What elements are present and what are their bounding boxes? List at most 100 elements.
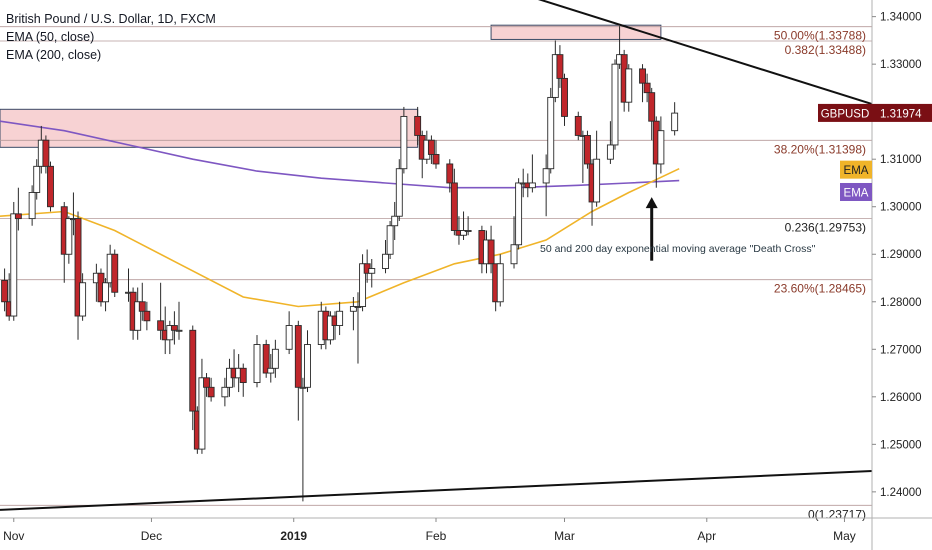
candle-body[interactable] bbox=[143, 310, 151, 322]
candle-body[interactable] bbox=[625, 68, 633, 103]
candle-body[interactable] bbox=[464, 230, 472, 232]
ema50-legend: EMA (50, close) bbox=[6, 30, 95, 44]
candle-body[interactable] bbox=[386, 225, 394, 255]
candle-body[interactable] bbox=[414, 115, 422, 136]
candle-body[interactable] bbox=[253, 344, 261, 384]
candle-body[interactable] bbox=[349, 306, 357, 312]
candle-body[interactable] bbox=[166, 325, 174, 341]
candle-body[interactable] bbox=[189, 329, 197, 412]
candle-body[interactable] bbox=[584, 134, 591, 165]
candle-body[interactable] bbox=[175, 329, 183, 332]
candle-body[interactable] bbox=[354, 306, 362, 308]
time-tick-label: Apr bbox=[697, 529, 716, 543]
candle-body[interactable] bbox=[561, 77, 568, 117]
candle-body[interactable] bbox=[639, 68, 646, 84]
candle-body[interactable] bbox=[111, 253, 119, 293]
candle-body[interactable] bbox=[671, 112, 679, 132]
ema-tag bbox=[840, 182, 872, 201]
symbol-tag bbox=[818, 103, 872, 122]
ema-tag-label: EMA bbox=[844, 187, 869, 199]
candle-body[interactable] bbox=[643, 82, 651, 94]
candle-body[interactable] bbox=[446, 163, 454, 184]
candle-body[interactable] bbox=[203, 377, 210, 388]
fib-level-label: 0(1.23717) bbox=[808, 507, 866, 521]
candle-body[interactable] bbox=[359, 263, 367, 307]
candle-body[interactable] bbox=[262, 344, 270, 374]
candle-body[interactable] bbox=[432, 153, 440, 165]
ema200-legend: EMA (200, close) bbox=[6, 48, 102, 62]
resistance-zone bbox=[490, 24, 662, 40]
price-tick-label: 1.28000 bbox=[880, 297, 922, 309]
candle-body[interactable] bbox=[304, 344, 311, 388]
candle-body[interactable] bbox=[382, 253, 389, 269]
candle-body[interactable] bbox=[606, 144, 614, 160]
candle-body[interactable] bbox=[267, 367, 275, 374]
annotation-arrow-head bbox=[645, 197, 658, 209]
candle-body[interactable] bbox=[593, 158, 601, 203]
candle-body[interactable] bbox=[271, 348, 279, 369]
fib-level-label: 23.60%(1.28465) bbox=[774, 282, 866, 296]
trendline[interactable] bbox=[519, 0, 872, 106]
candle-body[interactable] bbox=[28, 192, 36, 220]
candle-body[interactable] bbox=[170, 325, 178, 331]
candle-body[interactable] bbox=[42, 139, 50, 167]
price-tick-label: 1.29000 bbox=[880, 249, 922, 261]
candle-body[interactable] bbox=[487, 239, 495, 265]
price-tick-label: 1.34000 bbox=[880, 12, 922, 24]
candle-body[interactable] bbox=[33, 165, 41, 193]
candle-body[interactable] bbox=[285, 325, 293, 350]
candle-body[interactable] bbox=[395, 168, 403, 217]
candle-body[interactable] bbox=[10, 213, 18, 317]
candle-body[interactable] bbox=[391, 215, 399, 227]
fib-level-label: 38.20%(1.31398) bbox=[774, 142, 866, 156]
time-tick-label: May bbox=[833, 529, 856, 543]
candle-body[interactable] bbox=[134, 301, 142, 331]
candle-body[interactable] bbox=[547, 96, 555, 170]
candle-body[interactable] bbox=[368, 268, 376, 274]
candle-body[interactable] bbox=[336, 310, 344, 326]
candle-body[interactable] bbox=[542, 168, 550, 184]
candle-body[interactable] bbox=[574, 115, 582, 136]
fib-level-label: 0.382(1.33488) bbox=[785, 43, 866, 57]
annotation-text: 50 and 200 day exponential moving averag… bbox=[540, 243, 816, 255]
candle-body[interactable] bbox=[198, 377, 206, 450]
candle-body[interactable] bbox=[79, 282, 87, 317]
candle-body[interactable] bbox=[556, 54, 564, 79]
candle-body[interactable] bbox=[611, 63, 619, 146]
candle-body[interactable] bbox=[515, 182, 523, 246]
symbol-tag-label: GBPUSD bbox=[821, 108, 870, 120]
candle-body[interactable] bbox=[510, 244, 518, 265]
candle-body[interactable] bbox=[102, 282, 110, 303]
candle-body[interactable] bbox=[138, 301, 146, 312]
candle-body[interactable] bbox=[65, 218, 73, 255]
last-price-tag bbox=[872, 103, 932, 122]
ema200-line bbox=[0, 120, 680, 189]
candle-body[interactable] bbox=[450, 182, 458, 231]
candle-body[interactable] bbox=[221, 386, 229, 398]
candle-body[interactable] bbox=[427, 139, 435, 155]
candle-body[interactable] bbox=[496, 263, 504, 303]
candle-body[interactable] bbox=[400, 115, 408, 170]
candle-body[interactable] bbox=[207, 386, 215, 398]
candle-body[interactable] bbox=[239, 367, 247, 384]
candle-body[interactable] bbox=[157, 320, 165, 331]
ema-tag-label: EMA bbox=[844, 165, 869, 177]
price-tick-label: 1.30000 bbox=[880, 202, 922, 214]
candle-body[interactable] bbox=[47, 165, 54, 208]
candle-body[interactable] bbox=[299, 386, 307, 389]
candle-body[interactable] bbox=[657, 130, 665, 165]
candle-body[interactable] bbox=[648, 92, 656, 122]
candle-body[interactable] bbox=[1, 279, 9, 303]
candle-body[interactable] bbox=[74, 218, 82, 317]
candle-body[interactable] bbox=[326, 315, 334, 341]
price-tick-label: 1.25000 bbox=[880, 439, 922, 451]
time-tick-label: Nov bbox=[3, 529, 24, 543]
candle-body[interactable] bbox=[294, 325, 302, 388]
trendline[interactable] bbox=[0, 469, 872, 511]
candle-body[interactable] bbox=[14, 213, 22, 220]
candle-body[interactable] bbox=[528, 182, 536, 189]
candle-body[interactable] bbox=[460, 230, 467, 236]
time-tick-label: Mar bbox=[554, 529, 575, 543]
